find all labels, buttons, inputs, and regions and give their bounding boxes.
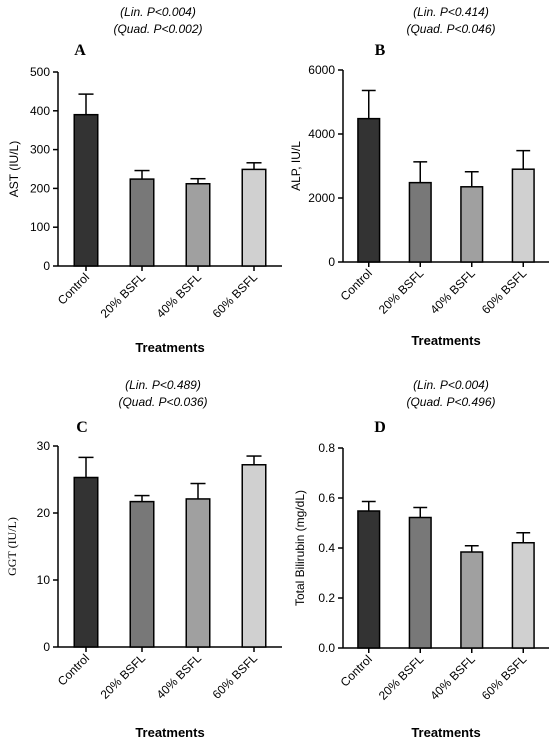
x-axis-title: Treatments bbox=[411, 725, 480, 740]
stats-line: (Lin. P<0.489) bbox=[125, 378, 201, 392]
category-label: 20% BSFL bbox=[376, 652, 427, 703]
y-tick-label: 0 bbox=[328, 255, 335, 269]
panel-d: (Lin. P<0.004) (Quad. P<0.496) D 0.0 0.2 0.4 0… bbox=[293, 378, 549, 740]
category-label: 60% BSFL bbox=[210, 651, 261, 702]
y-axis-title: AST (IU/L) bbox=[7, 141, 21, 197]
stats-line: (Quad. P<0.002) bbox=[113, 22, 202, 36]
category-label: 60% BSFL bbox=[479, 266, 530, 317]
panel-c: (Lin. P<0.489) (Quad. P<0.036) C 0 10 20 30 GGT… bbox=[5, 378, 282, 740]
bar-1 bbox=[357, 117, 381, 263]
y-tick-label: 30 bbox=[37, 439, 51, 453]
bar-4 bbox=[511, 168, 535, 263]
y-tick-label: 0.2 bbox=[318, 591, 335, 605]
y-tick-label: 0.8 bbox=[318, 441, 335, 455]
bar-2 bbox=[129, 500, 155, 648]
y-axis-title: ALP, IU/L bbox=[289, 141, 303, 191]
y-tick-label: 10 bbox=[37, 573, 51, 587]
bar-2 bbox=[129, 178, 155, 267]
category-label: 40% BSFL bbox=[154, 651, 205, 702]
x-axis-title: Treatments bbox=[135, 725, 204, 740]
panel-letter: B bbox=[375, 42, 386, 59]
stats-line: (Lin. P<0.414) bbox=[413, 5, 489, 19]
y-tick-label: 2000 bbox=[308, 191, 335, 205]
bar-2 bbox=[408, 181, 432, 263]
category-label: Control bbox=[55, 651, 92, 688]
category-label: Control bbox=[338, 652, 375, 689]
category-label: 40% BSFL bbox=[427, 266, 478, 317]
bar-1 bbox=[73, 113, 99, 267]
y-tick-label: 0.0 bbox=[318, 641, 335, 655]
stats-line: (Quad. P<0.496) bbox=[406, 395, 495, 409]
category-label: 40% BSFL bbox=[427, 652, 478, 703]
x-axis-title: Treatments bbox=[411, 333, 480, 348]
y-tick-label: 500 bbox=[30, 65, 50, 79]
category-label: 40% BSFL bbox=[154, 270, 205, 321]
bar-3 bbox=[185, 182, 211, 267]
y-tick-label: 200 bbox=[30, 181, 50, 195]
y-tick-label: 20 bbox=[37, 506, 51, 520]
y-tick-label: 0.6 bbox=[318, 491, 335, 505]
panel-letter: C bbox=[76, 419, 88, 436]
x-axis-title: Treatments bbox=[135, 340, 204, 355]
y-tick-label: 400 bbox=[30, 104, 50, 118]
category-label: 60% BSFL bbox=[479, 652, 530, 703]
y-tick-label: 300 bbox=[30, 143, 50, 157]
bar-3 bbox=[460, 551, 484, 649]
y-tick-label: 4000 bbox=[308, 127, 335, 141]
y-tick-label: 100 bbox=[30, 220, 50, 234]
bar-4 bbox=[241, 464, 267, 648]
stats-line: (Quad. P<0.046) bbox=[406, 22, 495, 36]
bar-3 bbox=[460, 186, 484, 263]
y-axis-title: Total Bilirubin (mg/dL) bbox=[293, 490, 307, 606]
y-tick-label: 0.4 bbox=[318, 541, 335, 555]
category-label: 20% BSFL bbox=[376, 266, 427, 317]
bar-2 bbox=[408, 516, 432, 649]
bar-1 bbox=[357, 510, 381, 649]
bar-1 bbox=[73, 476, 99, 648]
y-tick-label: 0 bbox=[43, 259, 50, 273]
bar-4 bbox=[241, 168, 267, 267]
category-label: 20% BSFL bbox=[98, 270, 149, 321]
stats-line: (Lin. P<0.004) bbox=[120, 5, 196, 19]
stats-line: (Lin. P<0.004) bbox=[413, 378, 489, 392]
category-label: 60% BSFL bbox=[210, 270, 261, 321]
category-label: Control bbox=[338, 266, 375, 303]
y-tick-label: 0 bbox=[43, 640, 50, 654]
bar-4 bbox=[511, 542, 535, 649]
panel-a: (Lin. P<0.004) (Quad. P<0.002) A 0 100 200 300… bbox=[7, 5, 282, 355]
panel-letter: D bbox=[374, 419, 386, 436]
y-tick-label: 6000 bbox=[308, 63, 335, 77]
category-label: Control bbox=[55, 270, 92, 307]
panel-b: (Lin. P<0.414) (Quad. P<0.046) B 0 2000 4000 6… bbox=[289, 5, 549, 348]
category-label: 20% BSFL bbox=[98, 651, 149, 702]
panel-letter: A bbox=[74, 42, 86, 59]
bar-3 bbox=[185, 498, 211, 648]
y-axis-title: GGT (IU/L) bbox=[5, 517, 19, 576]
stats-line: (Quad. P<0.036) bbox=[118, 395, 207, 409]
